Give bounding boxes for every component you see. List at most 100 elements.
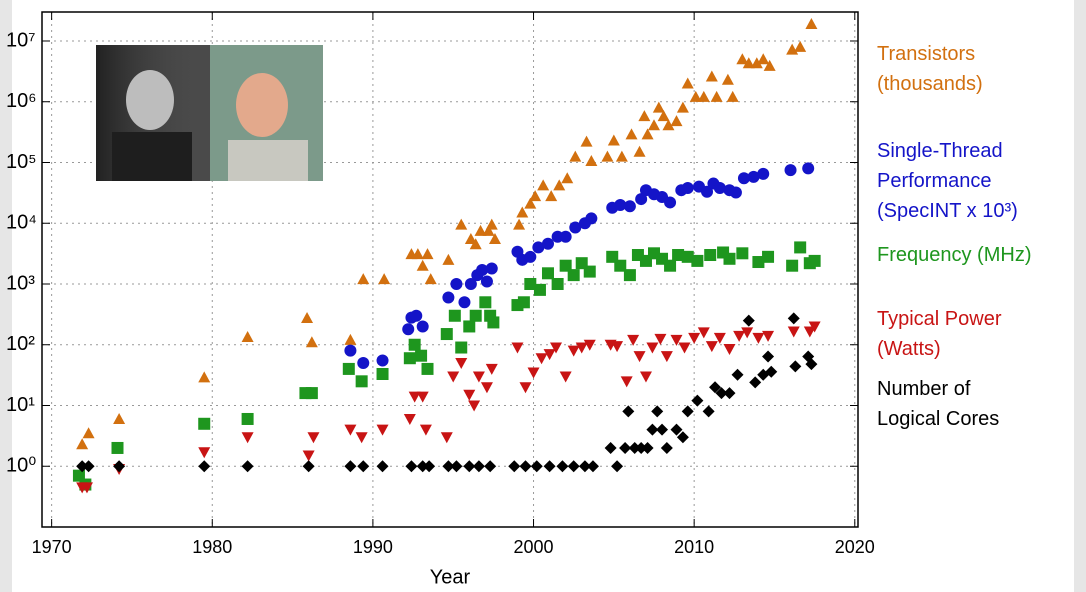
data-point (524, 277, 537, 290)
marks (72, 18, 821, 494)
data-point (729, 186, 742, 199)
data-point (307, 432, 320, 444)
data-point (545, 190, 558, 202)
data-point (472, 460, 485, 473)
data-point (614, 259, 627, 272)
data-point (646, 423, 659, 436)
data-point (561, 172, 574, 184)
data-point (705, 341, 718, 353)
data-point (705, 70, 718, 82)
y-tick-label: 10⁰ (6, 455, 36, 477)
data-point (357, 460, 370, 473)
data-point (82, 427, 95, 439)
x-tick-label: 2010 (674, 537, 714, 557)
data-point (440, 432, 453, 444)
data-point (604, 441, 617, 454)
data-point (713, 182, 726, 195)
data-point (664, 259, 677, 272)
data-point (482, 224, 495, 236)
data-point (355, 432, 368, 444)
data-point (463, 460, 476, 473)
data-point (421, 362, 434, 375)
data-point (241, 460, 254, 473)
data-point (697, 327, 710, 339)
data-point (424, 273, 437, 285)
data-point (691, 254, 704, 267)
data-point (752, 256, 765, 269)
data-point (681, 405, 694, 418)
data-point (511, 342, 524, 354)
data-point (660, 441, 673, 454)
data-point (646, 342, 659, 354)
data-point (635, 193, 648, 206)
right-edge (1074, 0, 1086, 592)
data-point (529, 190, 542, 202)
data-point (421, 248, 434, 260)
legend-line: (thousands) (877, 73, 983, 95)
data-point (784, 164, 797, 177)
data-point (670, 423, 683, 436)
data-point (448, 309, 461, 322)
data-point (578, 460, 591, 473)
legend-line: Transistors (877, 43, 981, 65)
data-point (533, 283, 546, 296)
data-point (733, 330, 746, 342)
data-point (747, 170, 760, 183)
data-point (415, 349, 428, 362)
data-point (198, 460, 211, 473)
data-point (410, 309, 423, 322)
data-point (786, 259, 799, 272)
data-point (416, 320, 429, 333)
data-point (726, 90, 739, 102)
data-point (559, 371, 572, 383)
data-point (697, 90, 710, 102)
data-point (305, 336, 318, 348)
data-point (479, 296, 492, 309)
data-point (403, 352, 416, 365)
legend-line: Performance (877, 170, 997, 192)
data-point (468, 400, 481, 412)
data-point (543, 460, 556, 473)
data-point (585, 212, 598, 225)
data-point (710, 90, 723, 102)
data-point (623, 269, 636, 282)
data-point (750, 57, 763, 69)
data-point (524, 250, 537, 263)
legend-entry: Typical Power (Watts) (877, 308, 1007, 360)
data-point (464, 233, 477, 245)
data-point (628, 441, 641, 454)
data-point (702, 405, 715, 418)
data-point (805, 18, 818, 30)
data-point (113, 460, 126, 473)
data-point (586, 460, 599, 473)
data-point (241, 432, 254, 444)
data-point (416, 259, 429, 271)
legend-line: Frequency (MHz) (877, 244, 1031, 266)
data-point (635, 441, 648, 454)
data-point (455, 358, 468, 370)
data-point (765, 365, 778, 378)
plot-frame (41, 11, 859, 528)
data-point (583, 339, 596, 351)
data-point (757, 53, 770, 65)
data-point (463, 389, 476, 401)
data-point (405, 460, 418, 473)
data-point (484, 460, 497, 473)
data-point (530, 460, 543, 473)
data-point (638, 110, 651, 122)
data-point (620, 376, 633, 388)
data-point (569, 221, 582, 234)
data-point (416, 391, 429, 403)
data-point (567, 345, 580, 357)
data-point (641, 441, 654, 454)
data-point (701, 185, 714, 198)
data-point (688, 332, 701, 344)
data-point (713, 332, 726, 344)
data-point (524, 197, 537, 209)
data-point (567, 269, 580, 282)
data-point (575, 342, 588, 354)
data-point (440, 328, 453, 341)
data-point (450, 460, 463, 473)
data-point (787, 312, 800, 325)
